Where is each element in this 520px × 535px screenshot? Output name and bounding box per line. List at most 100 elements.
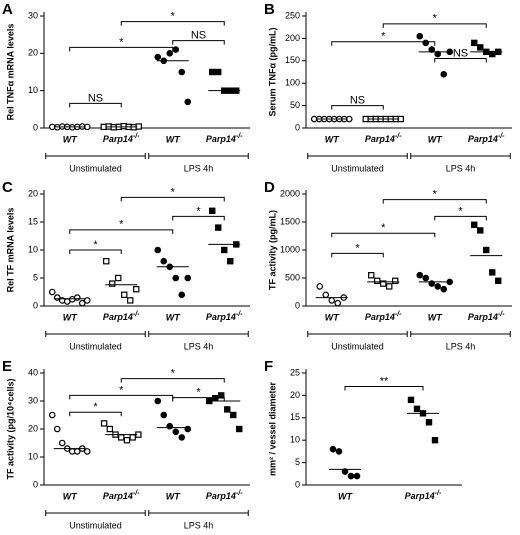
significance-label: *: [433, 189, 438, 201]
group-label: LPS 4h: [184, 163, 214, 173]
point: [416, 32, 424, 40]
point: [160, 257, 168, 265]
category-sup: -/-: [435, 490, 442, 497]
point: [335, 448, 343, 455]
category-text: Parp14: [103, 134, 133, 144]
y-tick-label: 10: [28, 451, 38, 461]
y-tick-label: 1500: [280, 216, 300, 226]
x-tick-label: WT: [166, 312, 181, 322]
point: [422, 274, 430, 282]
point: [212, 394, 219, 402]
significance-label: *: [381, 222, 386, 234]
point: [184, 98, 192, 106]
point: [209, 207, 216, 215]
category-text: Parp14: [103, 491, 133, 501]
point: [58, 439, 66, 447]
x-tick-label: Parp14-/-: [405, 490, 442, 502]
point: [48, 288, 56, 296]
x-tick-label: WT: [166, 491, 181, 501]
group-label: LPS 4h: [184, 520, 214, 530]
point: [440, 70, 448, 78]
y-tick-label: 20: [28, 188, 38, 198]
y-tick-label: 0: [33, 122, 38, 132]
significance-bracket: [120, 21, 225, 26]
point: [178, 291, 186, 299]
category-sup: -/-: [498, 311, 505, 318]
significance-bracket: [120, 378, 225, 383]
y-tick-label: 50: [290, 100, 300, 110]
point: [440, 285, 448, 293]
point: [129, 434, 136, 441]
x-tick-label: WT: [338, 491, 353, 501]
y-tick-label: 0: [295, 122, 300, 132]
significance-label: *: [196, 387, 201, 399]
y-tick-label: 20: [28, 423, 38, 433]
y-tick-label: 40: [28, 367, 38, 377]
point: [215, 224, 222, 231]
point: [230, 411, 237, 419]
x-tick-label: Parp14-/-: [206, 490, 243, 502]
significance-label: *: [196, 205, 201, 217]
y-axis-label: TF activity (pg/mL): [267, 210, 277, 290]
point: [166, 50, 174, 57]
point: [328, 297, 336, 304]
point: [154, 246, 162, 254]
x-tick-label: Parp14-/-: [365, 133, 402, 145]
x-tick-label: Parp14-/-: [103, 490, 140, 502]
point: [483, 246, 490, 254]
y-tick-label: 30: [28, 395, 38, 405]
significance-label: NS: [88, 92, 103, 104]
significance-bracket: [331, 41, 436, 46]
significance-label: NS: [350, 95, 365, 107]
point: [434, 283, 442, 290]
point: [215, 68, 222, 76]
point: [368, 271, 375, 279]
panel-label: D: [264, 179, 275, 196]
significance-bracket: [172, 397, 225, 402]
point: [221, 246, 228, 254]
category-sup: -/-: [236, 133, 243, 140]
x-tick-label: WT: [63, 312, 78, 322]
category-text: Parp14: [206, 134, 236, 144]
point: [407, 396, 415, 404]
y-tick-label: 15: [290, 412, 300, 422]
y-tick-label: 500: [285, 272, 300, 282]
point: [316, 283, 324, 290]
y-tick-label: 25: [290, 367, 300, 377]
significance-bracket: [120, 196, 225, 202]
point: [224, 406, 231, 413]
point: [83, 448, 91, 455]
y-tick-label: 10: [28, 85, 38, 95]
x-tick-label: WT: [428, 312, 443, 322]
point: [334, 299, 342, 307]
y-tick-label: 150: [285, 55, 300, 65]
significance-label: *: [93, 239, 98, 251]
point: [392, 277, 399, 284]
point: [374, 277, 381, 284]
point: [127, 297, 134, 304]
panel: E TF activity (pg/10⁴cells) 0 10 20 30 40 WT Par…: [2, 358, 250, 530]
category-sup: -/-: [498, 133, 505, 140]
y-tick-label: 0: [33, 300, 38, 310]
point: [73, 294, 81, 301]
point: [154, 53, 162, 61]
x-tick-label: WT: [63, 134, 78, 144]
y-tick-label: 10: [290, 435, 300, 445]
panel-label: F: [264, 358, 273, 375]
x-tick-label: Parp14-/-: [468, 311, 505, 323]
group-label: Unstimulated: [331, 341, 384, 351]
panel: D TF activity (pg/mL) 0 500 1000 1500 2000 WT Pa…: [264, 179, 512, 351]
point: [121, 291, 128, 298]
significance-label: *: [119, 36, 124, 48]
x-tick-label: Parp14-/-: [468, 133, 505, 145]
point: [184, 274, 192, 282]
point: [160, 411, 168, 419]
point: [236, 425, 243, 433]
category-sup: -/-: [236, 490, 243, 497]
point: [322, 291, 330, 299]
significance-label: *: [93, 401, 98, 413]
point: [425, 419, 433, 426]
y-axis-label: Rel TNFα mRNA levels: [5, 24, 15, 121]
point: [172, 46, 180, 53]
